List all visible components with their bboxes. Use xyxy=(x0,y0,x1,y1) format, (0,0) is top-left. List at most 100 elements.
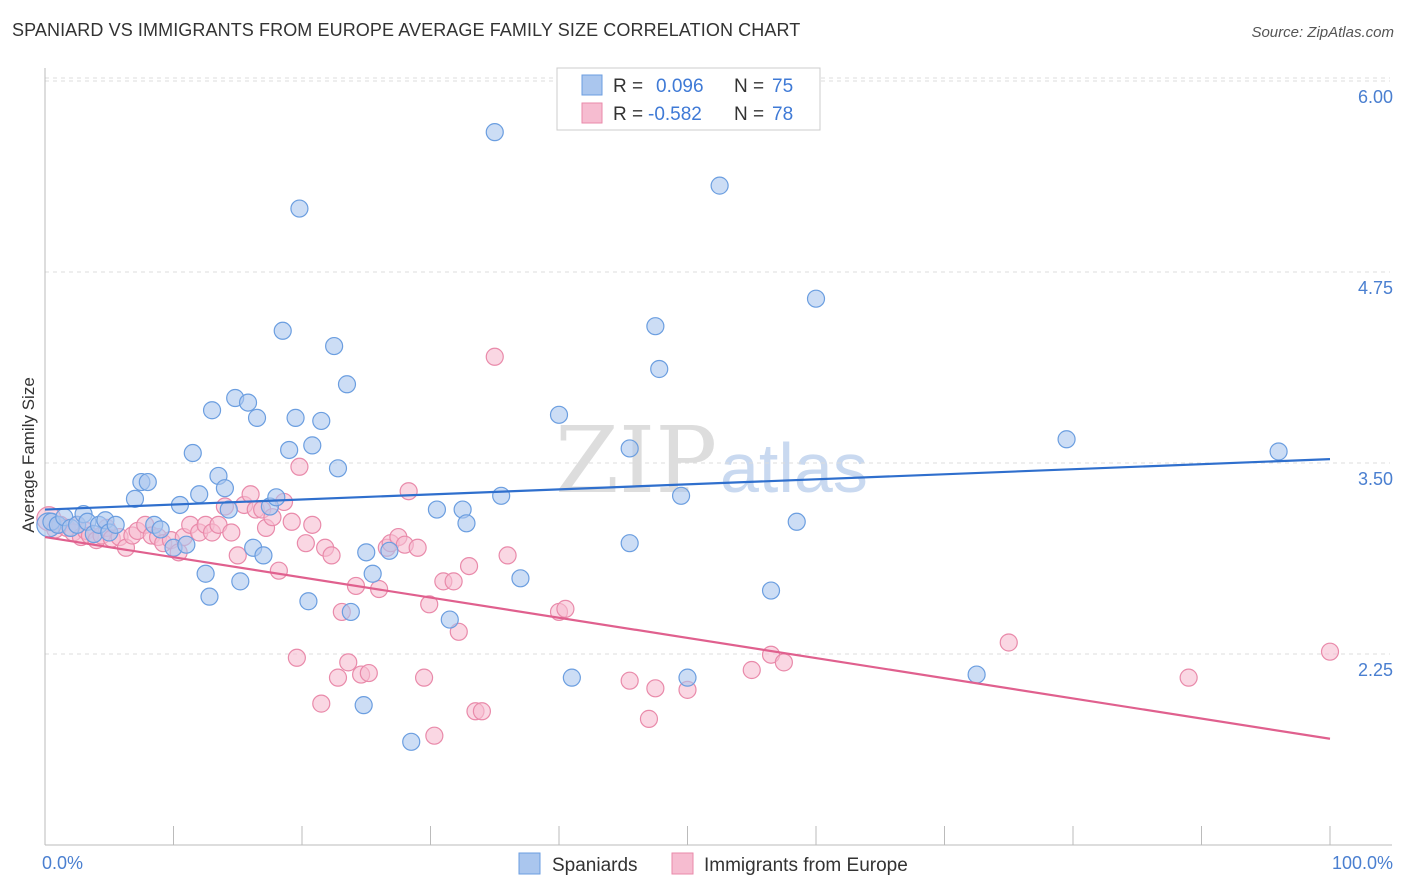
spaniards-point xyxy=(238,393,258,412)
immigrants-point xyxy=(399,482,418,501)
legend-n-value-2: 78 xyxy=(772,104,793,125)
legend-r-label-2: R = xyxy=(613,104,643,125)
spaniards-point xyxy=(620,439,639,458)
x-tick-label-min: 0.0% xyxy=(42,853,83,873)
immigrants-point xyxy=(290,457,309,476)
spaniards-point xyxy=(457,514,476,533)
immigrants-point xyxy=(414,668,434,687)
source-label: Source: ZipAtlas.com xyxy=(1251,24,1394,41)
immigrants-trend-line xyxy=(44,535,1331,740)
immigrants-point xyxy=(444,572,463,591)
spaniards-point xyxy=(280,440,299,460)
watermark-zip: ZIP xyxy=(555,407,717,514)
immigrants-point xyxy=(498,546,517,565)
immigrants-point xyxy=(296,534,315,553)
immigrants-point xyxy=(639,709,659,728)
spaniards-point xyxy=(710,176,729,195)
legend-r-value-2: -0.582 xyxy=(648,104,702,125)
legend-top: R = 0.096 N = 75 R = -0.582 N = 78 xyxy=(556,67,821,131)
spaniards-point xyxy=(787,512,806,531)
y-tick-label: 4.75 xyxy=(1358,278,1393,298)
immigrants-point xyxy=(359,663,378,683)
spaniards-point xyxy=(125,489,145,508)
spaniards-point xyxy=(440,610,459,629)
spaniards-point xyxy=(427,500,447,519)
spaniards-point xyxy=(363,564,382,583)
immigrants-point xyxy=(1320,642,1340,661)
immigrants-point xyxy=(328,668,348,687)
immigrants-point xyxy=(322,546,341,565)
x-tick-label-max: 100.0% xyxy=(1332,853,1393,873)
legend-n-value-1: 75 xyxy=(772,76,793,97)
spaniards-point xyxy=(671,486,691,505)
series-spaniards-points xyxy=(36,123,1288,751)
spaniards-point xyxy=(196,564,215,583)
trend-lines xyxy=(44,458,1331,740)
spaniards-point xyxy=(328,459,348,478)
spaniards-point xyxy=(290,199,309,218)
spaniards-point xyxy=(183,443,202,463)
grid xyxy=(45,77,1390,655)
spaniards-point xyxy=(1057,430,1076,449)
immigrants-point xyxy=(269,561,288,580)
immigrants-point xyxy=(425,726,444,745)
spaniards-point xyxy=(177,535,196,554)
immigrants-point xyxy=(449,622,468,641)
bottom-legend-swatch-spaniards xyxy=(518,852,541,875)
watermark-atlas: atlas xyxy=(720,429,868,507)
legend-r-label-1: R = xyxy=(613,76,643,97)
immigrants-point xyxy=(556,599,575,618)
spaniards-point xyxy=(312,411,331,431)
immigrants-point xyxy=(312,694,331,713)
spaniards-point xyxy=(354,696,373,715)
spaniards-point xyxy=(215,479,234,498)
spaniards-point xyxy=(286,408,305,427)
spaniards-point xyxy=(267,488,286,507)
spaniards-point xyxy=(273,321,292,340)
immigrants-point xyxy=(287,648,306,667)
immigrants-point xyxy=(485,347,504,366)
bottom-legend-label-spaniards: Spaniards xyxy=(552,855,638,876)
spaniards-point xyxy=(202,401,222,420)
axes: 2.25 3.50 4.75 6.00 0.0% 100.0% xyxy=(42,68,1393,873)
y-tick-label: 6.00 xyxy=(1358,87,1393,107)
spaniards-point xyxy=(303,436,322,455)
immigrants-point xyxy=(222,523,241,542)
spaniards-point xyxy=(254,546,273,565)
spaniards-point xyxy=(650,359,669,379)
immigrants-point xyxy=(420,595,439,614)
legend-bottom: Spaniards Immigrants from Europe xyxy=(518,852,908,876)
spaniards-point xyxy=(325,336,344,356)
immigrants-point xyxy=(774,653,793,672)
spaniards-point xyxy=(511,569,530,588)
spaniards-point xyxy=(549,405,569,424)
spaniards-point xyxy=(492,486,511,505)
legend-swatch-immigrants xyxy=(581,102,603,124)
spaniards-point xyxy=(357,543,376,562)
immigrants-point xyxy=(646,679,665,698)
spaniards-point xyxy=(485,123,504,142)
spaniards-point xyxy=(402,732,421,751)
spaniards-point xyxy=(106,515,125,534)
immigrants-point xyxy=(339,653,358,672)
spaniards-point xyxy=(200,587,219,606)
immigrants-point xyxy=(282,512,301,531)
chart-title: SPANIARD VS IMMIGRANTS FROM EUROPE AVERA… xyxy=(12,20,801,40)
spaniards-point xyxy=(678,668,697,687)
y-tick-label: 3.50 xyxy=(1358,469,1393,489)
spaniards-point xyxy=(380,541,399,560)
immigrants-point xyxy=(459,556,479,576)
immigrants-point xyxy=(1179,668,1198,687)
spaniards-point xyxy=(562,668,581,687)
watermark: ZIP atlas xyxy=(555,407,868,514)
immigrants-point xyxy=(303,515,322,534)
spaniards-point xyxy=(967,665,986,684)
legend-n-label-1: N = xyxy=(734,76,764,97)
legend-swatch-spaniards xyxy=(581,74,603,96)
spaniards-point xyxy=(151,520,170,539)
immigrants-point xyxy=(472,702,491,721)
legend-r-value-1: 0.096 xyxy=(656,76,704,97)
spaniards-point xyxy=(190,485,209,504)
spaniards-point xyxy=(138,472,157,492)
